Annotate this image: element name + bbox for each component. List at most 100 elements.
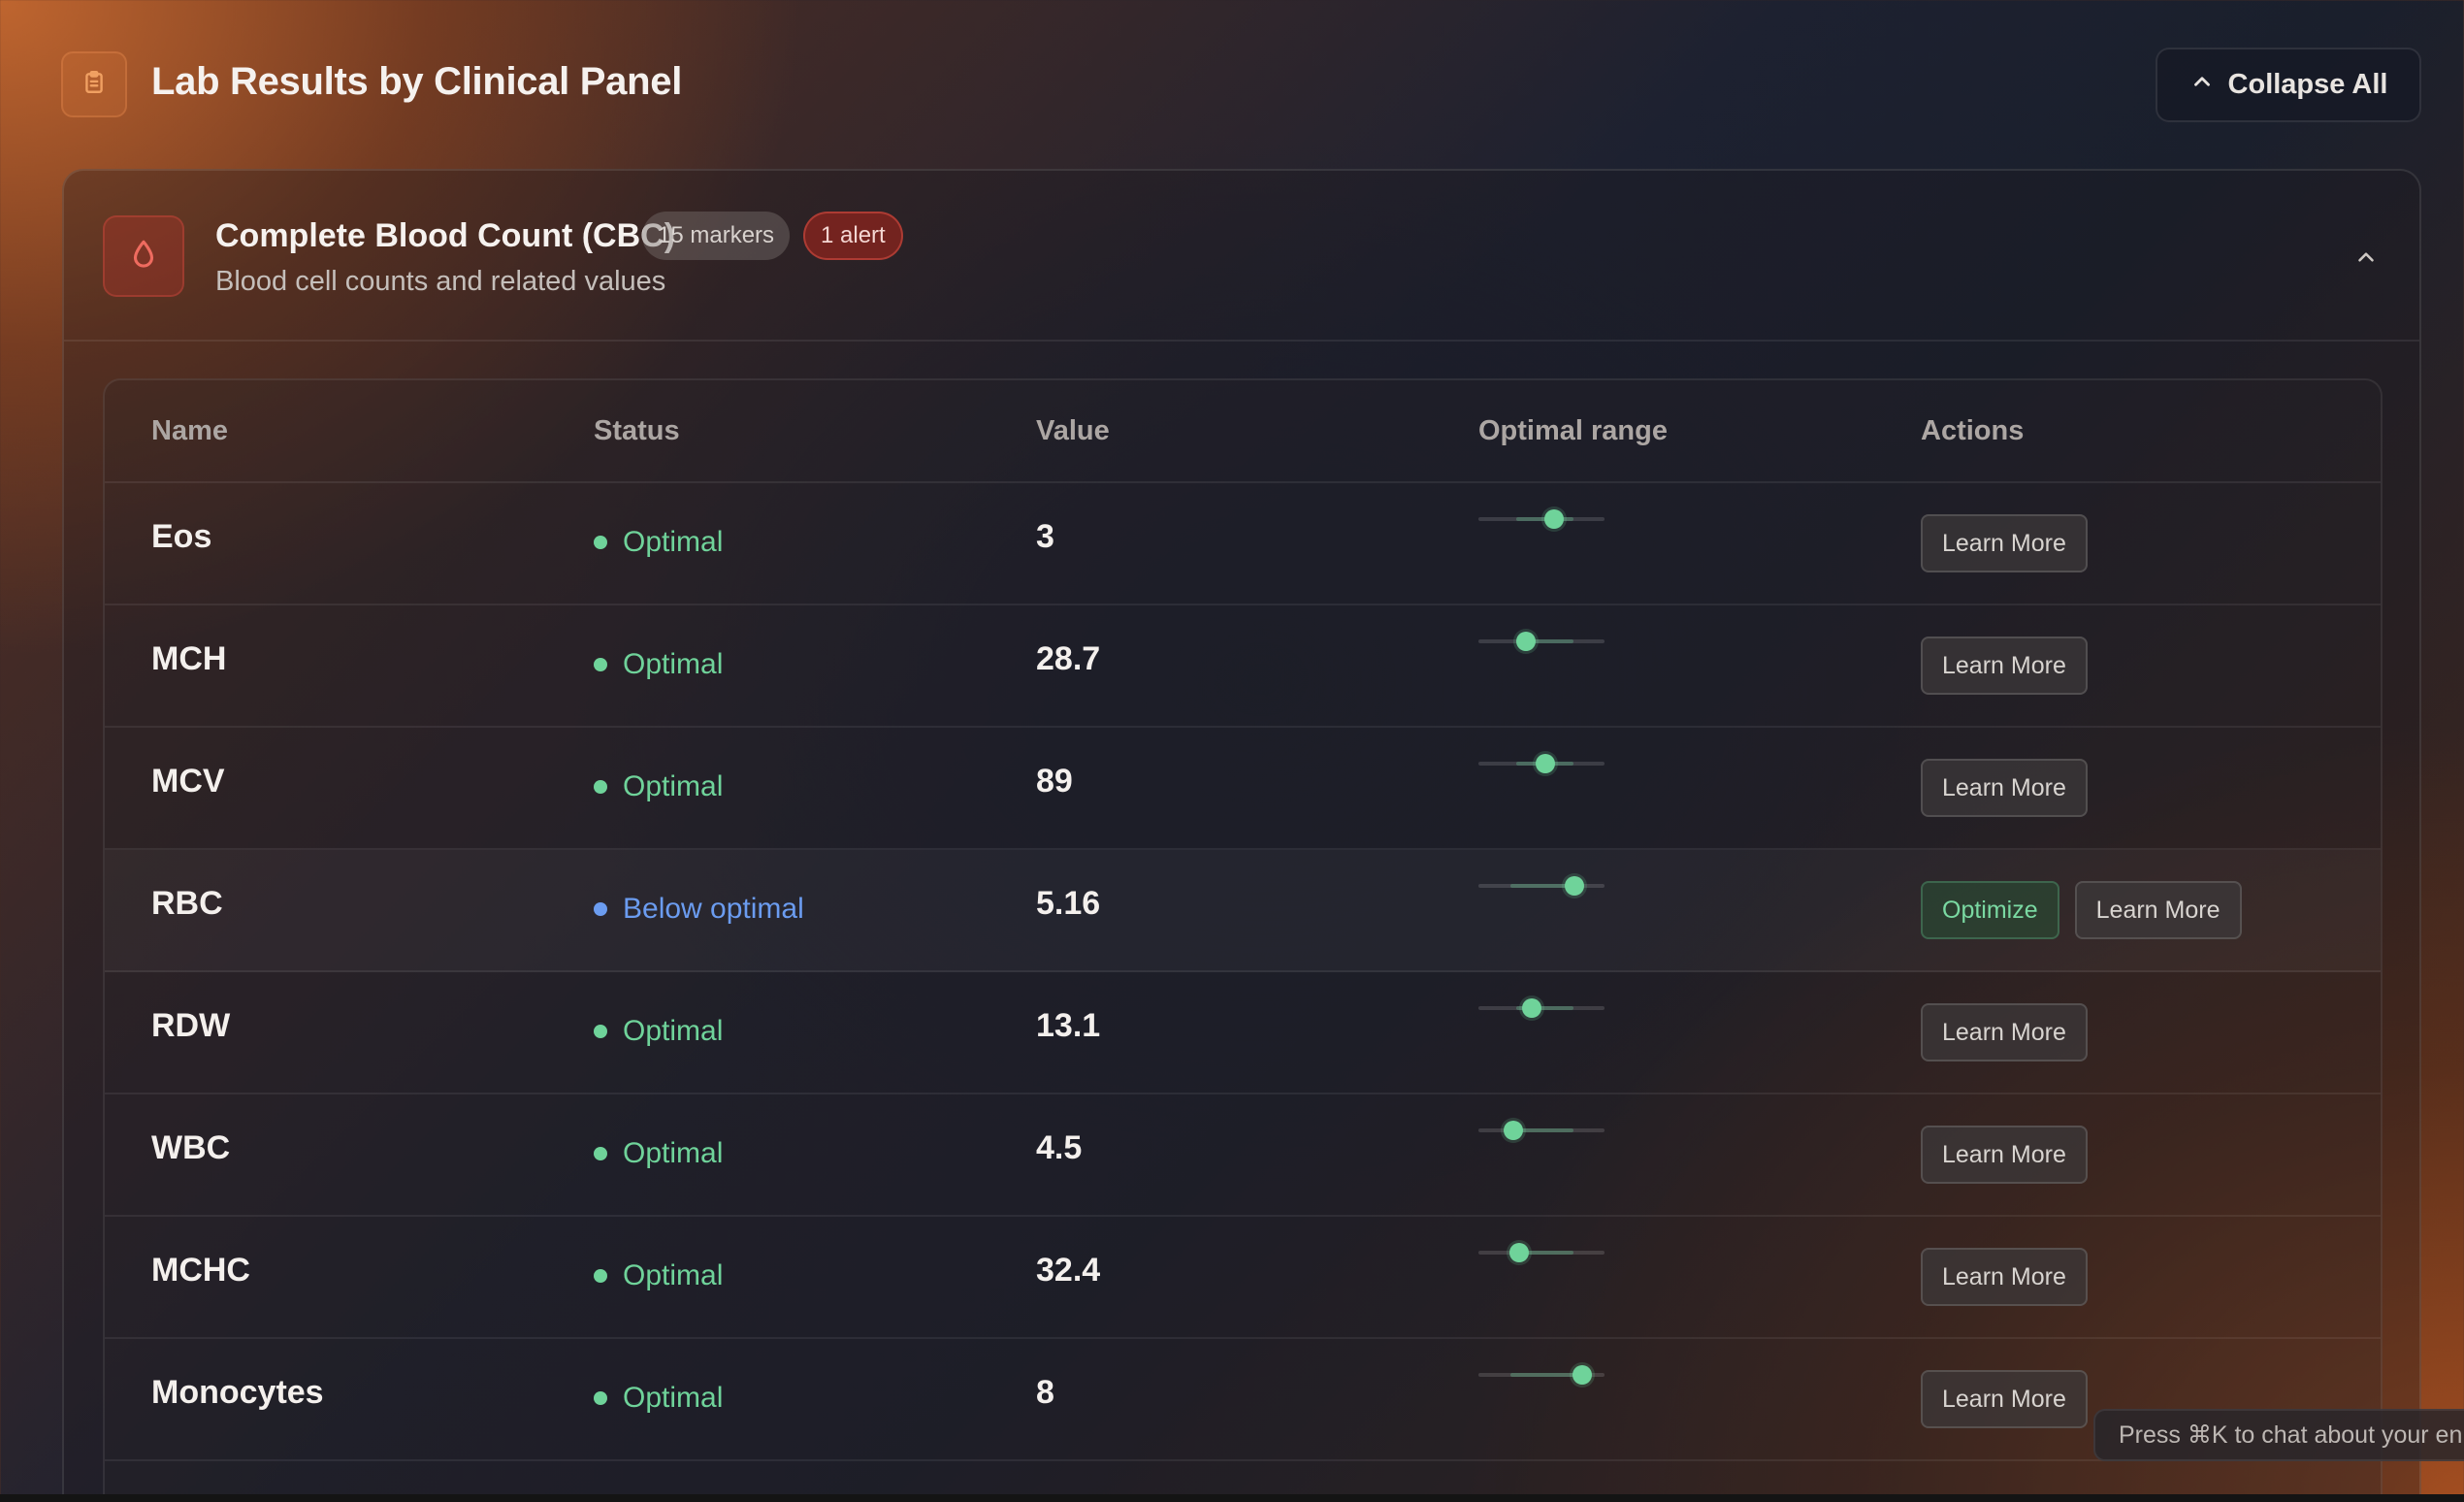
markers-count-badge: 15 markers [642, 212, 791, 260]
table-row: MCHC Optimal 32.4 Learn More [105, 1217, 2381, 1339]
learn-more-button[interactable]: Learn More [1921, 1370, 2088, 1428]
range-value-marker [1521, 998, 1541, 1018]
optimal-range-indicator [1478, 1365, 1605, 1385]
header-icon-box [61, 51, 127, 117]
marker-name: RDW [151, 1007, 231, 1044]
panel-header[interactable]: Complete Blood Count (CBC) 15 markers 1 … [64, 171, 2419, 342]
range-track [1478, 639, 1605, 643]
marker-name: MCH [151, 640, 227, 677]
range-track [1478, 1373, 1605, 1377]
range-optimal-band [1509, 1128, 1573, 1132]
cbc-panel: Complete Blood Count (CBC) 15 markers 1 … [62, 169, 2421, 1502]
marker-name: Monocytes [151, 1374, 324, 1411]
range-value-marker [1564, 876, 1584, 896]
status-dot-icon [594, 1269, 607, 1283]
panel-title: Complete Blood Count (CBC) [215, 217, 676, 254]
table-row: WBC Optimal 4.5 Learn More [105, 1094, 2381, 1217]
optimal-range-indicator [1478, 632, 1605, 651]
learn-more-button[interactable]: Learn More [1921, 1248, 2088, 1306]
actions-cell: Optimize Learn More [1921, 881, 2242, 939]
range-track [1478, 884, 1605, 888]
status-label: Optimal [623, 648, 724, 680]
learn-more-button[interactable]: Learn More [1921, 637, 2088, 695]
actions-cell: Learn More [1921, 1248, 2088, 1306]
marker-value: 8 [1036, 1374, 1054, 1411]
optimal-range-indicator [1478, 1243, 1605, 1262]
marker-value: 3 [1036, 518, 1054, 555]
status-cell: Below optimal [594, 893, 804, 926]
status-cell: Optimal [594, 648, 723, 681]
marker-value: 32.4 [1036, 1252, 1101, 1289]
bottom-edge [0, 1494, 2464, 1502]
learn-more-button[interactable]: Learn More [1921, 1126, 2088, 1184]
optimal-range-indicator [1478, 754, 1605, 773]
status-label: Optimal [623, 1137, 724, 1169]
panel-icon-box [103, 215, 184, 297]
status-dot-icon [594, 536, 607, 549]
marker-value: 5.16 [1036, 885, 1101, 922]
optimize-button[interactable]: Optimize [1921, 881, 2059, 939]
range-track [1478, 517, 1605, 521]
column-header-status: Status [594, 415, 680, 446]
actions-cell: Learn More [1921, 1370, 2088, 1428]
marker-value: 28.7 [1036, 640, 1101, 677]
table-row: MCV Optimal 89 Learn More [105, 728, 2381, 850]
range-track [1478, 1006, 1605, 1010]
status-dot-icon [594, 658, 607, 671]
status-label: Optimal [623, 1382, 724, 1414]
table-header: Name Status Value Optimal range Actions [105, 380, 2381, 483]
marker-value: 4.5 [1036, 1129, 1083, 1166]
marker-name: MCHC [151, 1252, 250, 1289]
learn-more-button[interactable]: Learn More [1921, 759, 2088, 817]
optimal-range-indicator [1478, 509, 1605, 529]
range-optimal-band [1516, 1006, 1573, 1010]
panel-subtitle: Blood cell counts and related values [215, 266, 666, 297]
collapse-all-button[interactable]: Collapse All [2156, 48, 2421, 122]
range-value-marker [1508, 1243, 1529, 1262]
status-cell: Optimal [594, 1015, 723, 1048]
learn-more-button[interactable]: Learn More [1921, 1003, 2088, 1061]
status-label: Optimal [623, 770, 724, 802]
range-optimal-band [1509, 1373, 1579, 1377]
optimal-range-indicator [1478, 998, 1605, 1018]
range-value-marker [1535, 754, 1555, 773]
column-header-value: Value [1036, 415, 1110, 446]
chat-shortcut-toast[interactable]: Press ⌘K to chat about your en [2093, 1409, 2464, 1461]
learn-more-button[interactable]: Learn More [1921, 514, 2088, 572]
marker-value: 13.1 [1036, 1007, 1101, 1044]
column-header-actions: Actions [1921, 415, 2025, 446]
status-cell: Optimal [594, 770, 723, 803]
clipboard-icon [81, 70, 107, 100]
status-label: Optimal [623, 526, 724, 558]
range-track [1478, 1128, 1605, 1132]
range-optimal-band [1516, 639, 1573, 643]
status-dot-icon [594, 902, 607, 916]
table-row: RBC Below optimal 5.16 Optimize Learn More [105, 850, 2381, 972]
column-header-name: Name [151, 415, 228, 446]
chevron-up-icon [2189, 69, 2215, 102]
table-row: Monocytes Optimal 8 Learn More [105, 1339, 2381, 1461]
marker-value: 89 [1036, 763, 1073, 800]
collapse-all-label: Collapse All [2227, 69, 2388, 100]
status-dot-icon [594, 1147, 607, 1160]
table-row: Eos Optimal 3 Learn More [105, 483, 2381, 605]
status-label: Optimal [623, 1259, 724, 1291]
optimal-range-indicator [1478, 1121, 1605, 1140]
status-label: Below optimal [623, 893, 804, 925]
status-cell: Optimal [594, 1137, 723, 1170]
marker-name: RBC [151, 885, 223, 922]
marker-name: WBC [151, 1129, 231, 1166]
table-row: RDW Optimal 13.1 Learn More [105, 972, 2381, 1094]
actions-cell: Learn More [1921, 1003, 2088, 1061]
results-table: Name Status Value Optimal range Actions … [103, 378, 2383, 1502]
column-header-optimal-range: Optimal range [1478, 415, 1668, 446]
range-optimal-band [1509, 884, 1573, 888]
learn-more-button[interactable]: Learn More [2074, 881, 2242, 939]
panel-collapse-chevron-up-icon[interactable] [2350, 241, 2383, 274]
table-row: MCH Optimal 28.7 Learn More [105, 605, 2381, 728]
blood-drop-icon [127, 238, 160, 276]
actions-cell: Learn More [1921, 637, 2088, 695]
alert-count-badge: 1 alert [803, 212, 903, 260]
actions-cell: Learn More [1921, 759, 2088, 817]
range-track [1478, 1251, 1605, 1255]
